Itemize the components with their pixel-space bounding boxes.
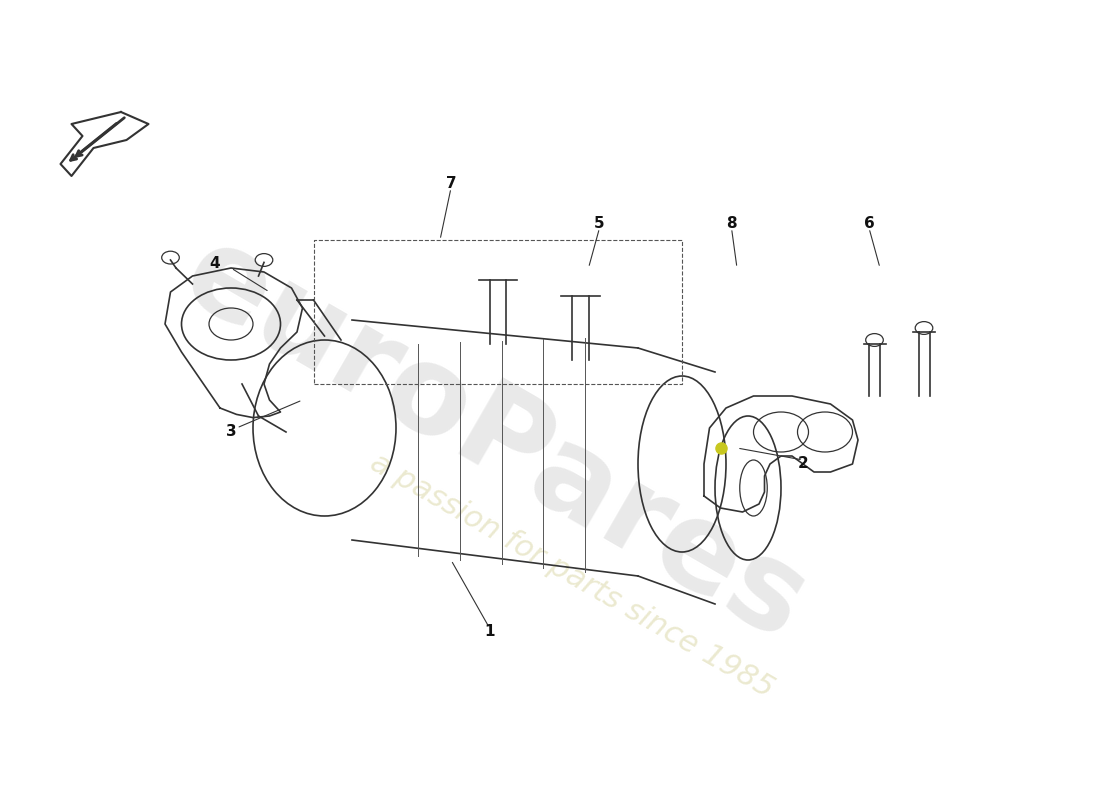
Text: a passion for parts since 1985: a passion for parts since 1985	[365, 448, 779, 704]
Text: 6: 6	[864, 217, 874, 231]
Text: 4: 4	[209, 257, 220, 271]
Text: 2: 2	[798, 457, 808, 471]
Text: 7: 7	[446, 177, 456, 191]
Text: euroPares: euroPares	[163, 214, 827, 666]
Text: 1: 1	[484, 625, 495, 639]
Text: 5: 5	[594, 217, 605, 231]
Text: 8: 8	[726, 217, 737, 231]
Text: 3: 3	[226, 425, 236, 439]
